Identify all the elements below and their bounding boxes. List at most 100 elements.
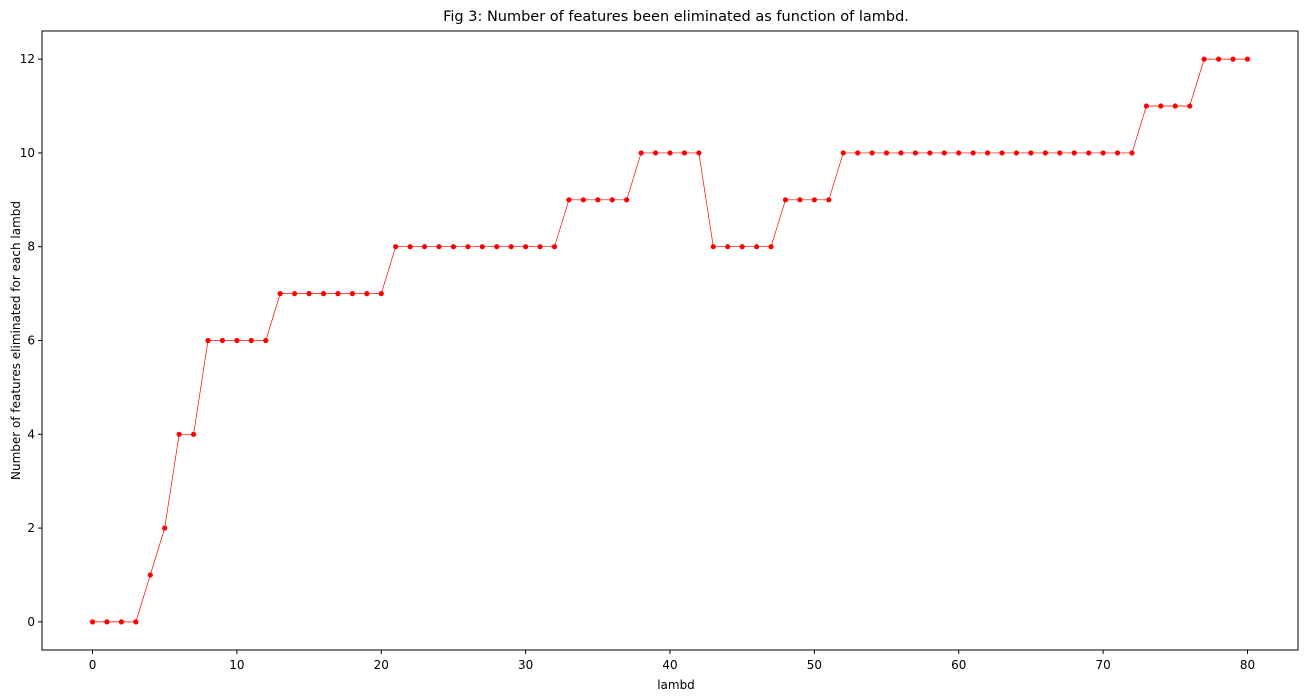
data-point — [1100, 150, 1106, 156]
data-point — [1114, 150, 1121, 156]
axes-group: 0 10 20 30 40 50 60 70 80 0 2 4 6 8 10 12 — [20, 52, 1255, 672]
x-tick-label: 50 — [807, 658, 822, 672]
data-point — [205, 337, 211, 344]
data-point — [450, 244, 457, 250]
data-point — [364, 291, 370, 297]
data-point — [1042, 150, 1048, 156]
x-tick-label: 30 — [518, 658, 533, 672]
data-point — [595, 197, 601, 203]
data-point — [912, 150, 919, 156]
data-point — [508, 244, 514, 250]
data-point — [725, 244, 731, 250]
data-point — [826, 197, 832, 203]
data-point — [1143, 103, 1150, 109]
data-point — [941, 150, 947, 156]
data-point — [566, 197, 572, 203]
data-point — [551, 244, 558, 250]
data-point — [1215, 56, 1222, 62]
data-point — [306, 291, 312, 297]
data-point — [263, 337, 269, 344]
x-tick-label: 40 — [662, 658, 677, 672]
data-point — [898, 150, 904, 156]
data-point — [349, 291, 355, 297]
data-point — [883, 150, 890, 156]
data-point — [176, 431, 182, 437]
y-tick-label: 12 — [20, 52, 35, 66]
data-point — [1158, 103, 1164, 109]
data-point — [1013, 150, 1020, 156]
data-point — [133, 619, 139, 625]
data-point — [1172, 103, 1178, 109]
data-point — [840, 150, 846, 156]
data-point — [537, 244, 543, 250]
data-point — [624, 197, 630, 203]
x-tick-label: 20 — [374, 658, 389, 672]
data-point — [811, 197, 817, 203]
data-point — [1028, 150, 1034, 156]
data-point — [667, 150, 673, 156]
data-point — [407, 244, 413, 250]
data-point — [1057, 150, 1063, 156]
data-point — [320, 291, 327, 297]
data-point — [797, 197, 803, 203]
data-point — [248, 337, 254, 344]
y-tick-label: 4 — [27, 427, 35, 441]
data-point — [292, 291, 298, 297]
data-point — [219, 337, 226, 344]
data-point — [335, 291, 341, 297]
data-point — [956, 150, 962, 156]
data-point — [999, 150, 1005, 156]
data-point — [190, 431, 197, 437]
data-point — [768, 244, 774, 250]
data-point — [104, 619, 110, 625]
data-point — [118, 619, 125, 625]
data-point — [234, 337, 240, 344]
data-point — [710, 244, 716, 250]
x-tick-label: 10 — [229, 658, 244, 672]
data-point — [1071, 150, 1077, 156]
data-point — [89, 619, 96, 625]
data-point — [494, 244, 500, 250]
data-point — [393, 244, 399, 250]
y-tick-label: 0 — [27, 615, 35, 629]
x-tick-label: 70 — [1095, 658, 1110, 672]
data-point — [580, 197, 586, 203]
data-point — [869, 150, 875, 156]
chart-title: Fig 3: Number of features been eliminate… — [443, 9, 909, 25]
data-point — [855, 150, 861, 156]
data-point — [696, 150, 702, 156]
data-point — [782, 197, 789, 203]
data-point — [479, 244, 485, 250]
data-point — [970, 150, 976, 156]
y-tick-label: 2 — [27, 521, 35, 535]
y-tick-label: 6 — [27, 334, 35, 348]
data-point — [162, 525, 168, 531]
data-point — [985, 150, 991, 156]
data-point — [147, 572, 153, 578]
x-tick-label: 80 — [1240, 658, 1255, 672]
data-point — [927, 150, 933, 156]
x-tick-label: 60 — [951, 658, 966, 672]
data-point — [277, 291, 283, 297]
x-axis-label: lambd — [657, 678, 695, 692]
data-point — [739, 244, 745, 250]
y-axis-label: Number of features eliminated for each l… — [9, 201, 23, 480]
plot-frame — [41, 30, 1299, 651]
data-point — [1187, 103, 1193, 109]
data-point — [523, 244, 529, 250]
data-point — [1230, 56, 1236, 62]
data-point — [1201, 56, 1207, 62]
data-point — [754, 244, 760, 250]
data-point — [652, 150, 659, 156]
x-tick-label: 0 — [89, 658, 97, 672]
series-group — [89, 56, 1251, 625]
data-point — [465, 244, 471, 250]
data-point — [638, 150, 644, 156]
data-point — [1129, 150, 1135, 156]
y-tick-label: 10 — [20, 146, 35, 160]
data-point — [436, 244, 442, 250]
data-point — [421, 244, 428, 250]
data-point — [681, 150, 688, 156]
